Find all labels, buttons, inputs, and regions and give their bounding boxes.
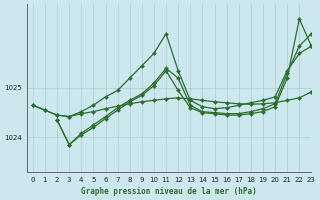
- X-axis label: Graphe pression niveau de la mer (hPa): Graphe pression niveau de la mer (hPa): [81, 187, 257, 196]
